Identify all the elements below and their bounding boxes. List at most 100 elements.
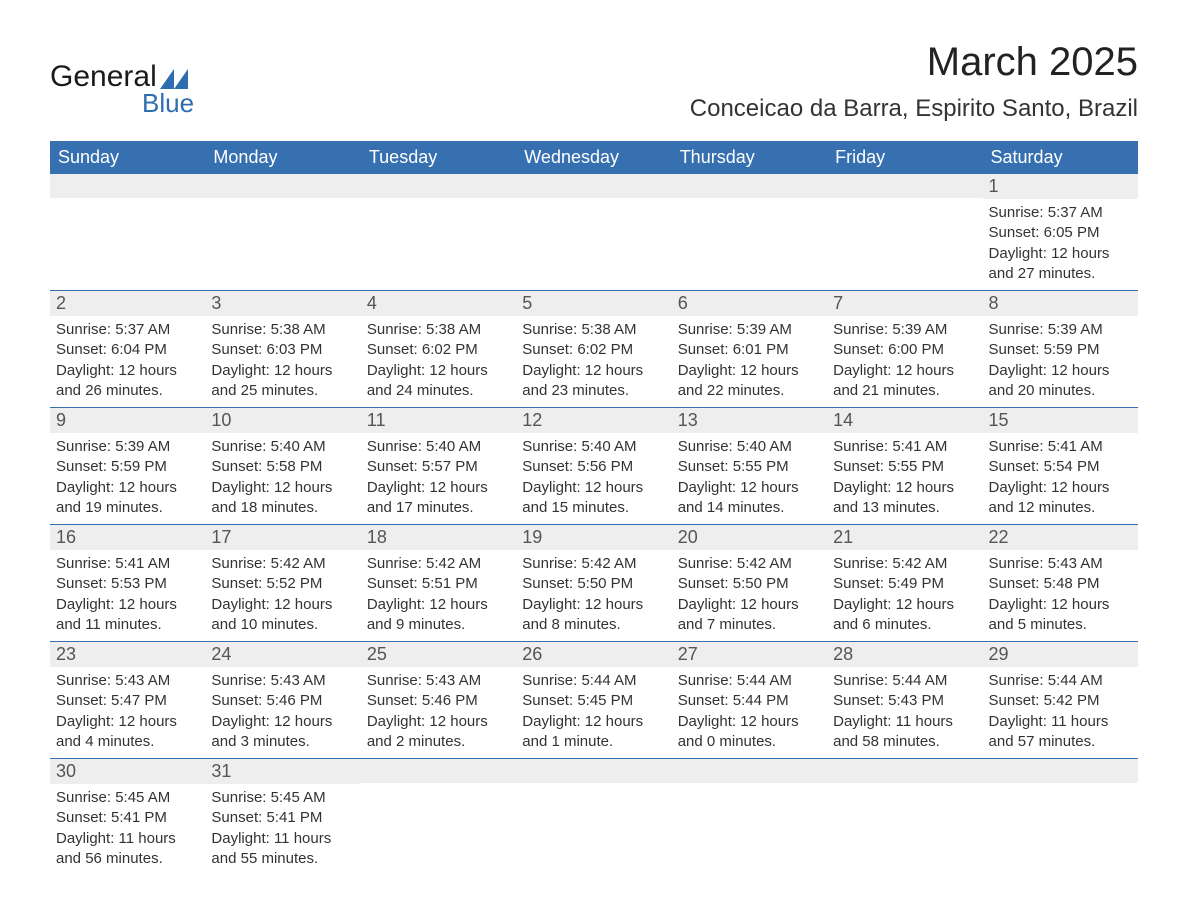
sunset-value: 5:56 PM	[577, 458, 633, 475]
sunrise-value: 5:37 AM	[115, 321, 170, 338]
sunrise-line: Sunrise: 5:39 AM	[989, 320, 1132, 340]
daylight-label: Daylight:	[56, 713, 114, 730]
sunrise-label: Sunrise:	[989, 555, 1044, 572]
daylight-line: Daylight: 12 hours and 19 minutes.	[56, 478, 199, 519]
daylight-line: Daylight: 12 hours and 8 minutes.	[522, 595, 665, 636]
calendar-cell	[361, 759, 516, 876]
calendar-cell: 14Sunrise: 5:41 AMSunset: 5:55 PMDayligh…	[827, 408, 982, 525]
sunset-line: Sunset: 5:43 PM	[833, 691, 976, 711]
sunset-label: Sunset:	[989, 458, 1040, 475]
sunset-label: Sunset:	[211, 692, 262, 709]
daylight-line: Daylight: 11 hours and 56 minutes.	[56, 829, 199, 870]
daylight-line: Daylight: 12 hours and 13 minutes.	[833, 478, 976, 519]
daylight-line: Daylight: 12 hours and 15 minutes.	[522, 478, 665, 519]
sunset-line: Sunset: 5:59 PM	[989, 340, 1132, 360]
daylight-label: Daylight:	[678, 596, 736, 613]
location-subtitle: Conceicao da Barra, Espirito Santo, Braz…	[690, 95, 1138, 123]
day-number-empty	[672, 759, 827, 783]
day-content-empty	[205, 198, 360, 278]
sunset-label: Sunset:	[678, 575, 729, 592]
day-content: Sunrise: 5:37 AMSunset: 6:05 PMDaylight:…	[983, 199, 1138, 290]
daylight-line: Daylight: 11 hours and 57 minutes.	[989, 712, 1132, 753]
calendar-cell: 6Sunrise: 5:39 AMSunset: 6:01 PMDaylight…	[672, 291, 827, 408]
day-content: Sunrise: 5:44 AMSunset: 5:42 PMDaylight:…	[983, 667, 1138, 758]
calendar-cell	[672, 174, 827, 291]
daylight-line: Daylight: 12 hours and 21 minutes.	[833, 361, 976, 402]
calendar-cell	[361, 174, 516, 291]
day-content: Sunrise: 5:44 AMSunset: 5:44 PMDaylight:…	[672, 667, 827, 758]
sunset-value: 5:50 PM	[577, 575, 633, 592]
sunset-label: Sunset:	[678, 458, 729, 475]
calendar-table: SundayMondayTuesdayWednesdayThursdayFrid…	[50, 141, 1138, 875]
sunrise-value: 5:41 AM	[115, 555, 170, 572]
sunrise-label: Sunrise:	[678, 555, 733, 572]
sunset-line: Sunset: 6:01 PM	[678, 340, 821, 360]
sunrise-line: Sunrise: 5:37 AM	[989, 203, 1132, 223]
daylight-line: Daylight: 12 hours and 22 minutes.	[678, 361, 821, 402]
day-header: Thursday	[672, 141, 827, 174]
day-content: Sunrise: 5:39 AMSunset: 6:01 PMDaylight:…	[672, 316, 827, 407]
calendar-week-row: 23Sunrise: 5:43 AMSunset: 5:47 PMDayligh…	[50, 642, 1138, 759]
calendar-cell: 18Sunrise: 5:42 AMSunset: 5:51 PMDayligh…	[361, 525, 516, 642]
sunset-value: 5:47 PM	[111, 692, 167, 709]
sunrise-line: Sunrise: 5:40 AM	[367, 437, 510, 457]
day-number-empty	[361, 759, 516, 783]
sunset-value: 5:49 PM	[888, 575, 944, 592]
daylight-line: Daylight: 12 hours and 18 minutes.	[211, 478, 354, 519]
day-content: Sunrise: 5:45 AMSunset: 5:41 PMDaylight:…	[50, 784, 205, 875]
calendar-cell: 16Sunrise: 5:41 AMSunset: 5:53 PMDayligh…	[50, 525, 205, 642]
day-content: Sunrise: 5:38 AMSunset: 6:03 PMDaylight:…	[205, 316, 360, 407]
sunrise-value: 5:42 AM	[892, 555, 947, 572]
daylight-line: Daylight: 11 hours and 55 minutes.	[211, 829, 354, 870]
sunset-value: 5:50 PM	[733, 575, 789, 592]
sunset-value: 5:57 PM	[422, 458, 478, 475]
sunset-line: Sunset: 5:53 PM	[56, 574, 199, 594]
day-number-empty	[205, 174, 360, 198]
sunset-label: Sunset:	[833, 692, 884, 709]
daylight-label: Daylight:	[56, 479, 114, 496]
sunset-label: Sunset:	[989, 341, 1040, 358]
day-content: Sunrise: 5:44 AMSunset: 5:43 PMDaylight:…	[827, 667, 982, 758]
day-number-empty	[361, 174, 516, 198]
calendar-body: 1Sunrise: 5:37 AMSunset: 6:05 PMDaylight…	[50, 174, 1138, 875]
day-number: 29	[983, 642, 1138, 667]
sunrise-label: Sunrise:	[833, 438, 888, 455]
calendar-cell	[50, 174, 205, 291]
day-content: Sunrise: 5:40 AMSunset: 5:58 PMDaylight:…	[205, 433, 360, 524]
day-number: 17	[205, 525, 360, 550]
sunrise-value: 5:43 AM	[271, 672, 326, 689]
sunrise-label: Sunrise:	[989, 204, 1044, 221]
daylight-label: Daylight:	[367, 713, 425, 730]
calendar-cell: 30Sunrise: 5:45 AMSunset: 5:41 PMDayligh…	[50, 759, 205, 876]
day-content-empty	[983, 783, 1138, 863]
daylight-label: Daylight:	[522, 362, 580, 379]
sunset-label: Sunset:	[211, 341, 262, 358]
day-number: 24	[205, 642, 360, 667]
day-content: Sunrise: 5:40 AMSunset: 5:56 PMDaylight:…	[516, 433, 671, 524]
sunrise-value: 5:42 AM	[737, 555, 792, 572]
sunset-line: Sunset: 5:45 PM	[522, 691, 665, 711]
sunrise-label: Sunrise:	[522, 555, 577, 572]
calendar-cell: 1Sunrise: 5:37 AMSunset: 6:05 PMDaylight…	[983, 174, 1138, 291]
sunset-line: Sunset: 5:41 PM	[211, 808, 354, 828]
sunrise-line: Sunrise: 5:44 AM	[833, 671, 976, 691]
sunrise-line: Sunrise: 5:39 AM	[678, 320, 821, 340]
sunrise-label: Sunrise:	[522, 321, 577, 338]
sunrise-value: 5:44 AM	[737, 672, 792, 689]
daylight-label: Daylight:	[989, 479, 1047, 496]
sunset-value: 6:02 PM	[577, 341, 633, 358]
sunrise-label: Sunrise:	[211, 321, 266, 338]
daylight-label: Daylight:	[56, 362, 114, 379]
daylight-line: Daylight: 12 hours and 6 minutes.	[833, 595, 976, 636]
calendar-cell: 24Sunrise: 5:43 AMSunset: 5:46 PMDayligh…	[205, 642, 360, 759]
day-content-empty	[672, 198, 827, 278]
day-number: 21	[827, 525, 982, 550]
sunset-label: Sunset:	[211, 809, 262, 826]
day-number-empty	[516, 174, 671, 198]
calendar-cell: 20Sunrise: 5:42 AMSunset: 5:50 PMDayligh…	[672, 525, 827, 642]
day-number-empty	[827, 174, 982, 198]
day-content-empty	[516, 783, 671, 863]
day-content-empty	[827, 198, 982, 278]
day-number: 5	[516, 291, 671, 316]
daylight-label: Daylight:	[522, 596, 580, 613]
